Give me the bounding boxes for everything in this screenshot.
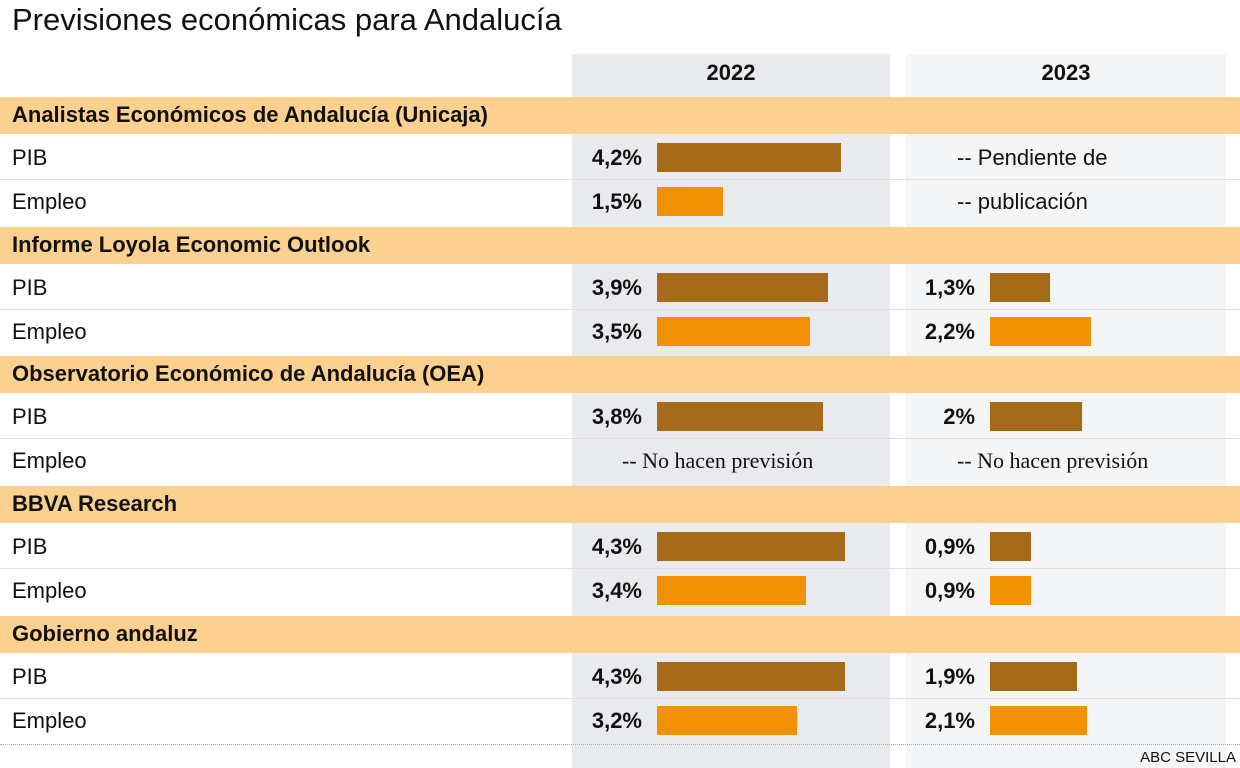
empleo-bar [990, 705, 1087, 735]
row-label: PIB [12, 274, 48, 300]
section-title: BBVA Research [12, 491, 178, 517]
value-label: 0,9% [924, 578, 975, 604]
row-label: PIB [12, 663, 48, 689]
pib-bar [657, 661, 846, 691]
table-row: Empleo -- No hacen previsión -- No hacen p… [0, 439, 1240, 482]
value-label: 0,9% [924, 534, 975, 560]
value-label: 1,5% [591, 189, 642, 214]
empleo-bar [990, 316, 1092, 346]
row-divider [0, 438, 1240, 440]
value-label: 3,9% [591, 274, 642, 300]
row-label: Empleo [12, 318, 87, 344]
value-label: 3,8% [591, 404, 642, 430]
pib-bar [657, 272, 828, 302]
section-title: Gobierno andaluz [12, 620, 198, 646]
pib-bar [990, 661, 1078, 691]
empleo-bar [657, 576, 806, 606]
note-text: -- No hacen previsión [957, 448, 1149, 474]
value-label: 3,5% [591, 318, 642, 344]
value-label: 4,3% [591, 663, 642, 689]
section-band: Analistas Económicos de Andalucía (Unica… [0, 97, 1240, 134]
chart-title: Previsiones económicas para Andalucía [12, 2, 562, 37]
value-label: 4,2% [591, 145, 642, 170]
note-text: -- No hacen previsión [622, 448, 814, 474]
table-row: PIB 4,3% 1,9% [0, 655, 1240, 698]
row-divider [0, 179, 1240, 180]
pib-bar [657, 143, 841, 172]
row-label: Empleo [12, 578, 87, 604]
pib-bar [657, 402, 824, 432]
empleo-bar [657, 316, 811, 346]
pib-bar [990, 402, 1082, 432]
value-label: 1,3% [924, 274, 975, 300]
value-label: 3,4% [591, 578, 642, 604]
row-label: PIB [12, 404, 48, 430]
empleo-bar [990, 576, 1032, 606]
section-band: Observatorio Económico de Andalucía (OEA… [0, 356, 1240, 394]
value-label: 3,2% [591, 707, 642, 733]
pib-bar [990, 532, 1032, 562]
table-row: PIB 4,3% 0,9% [0, 525, 1240, 568]
section-band: Informe Loyola Economic Outlook [0, 226, 1240, 264]
section-title: Informe Loyola Economic Outlook [12, 231, 371, 257]
row-divider [0, 308, 1240, 310]
value-label: 2% [943, 404, 975, 430]
table-row: PIB 4,2% -- Pendiente de [0, 136, 1240, 179]
value-label: 4,3% [591, 534, 642, 560]
row-label: Empleo [12, 448, 87, 474]
pib-bar [657, 532, 846, 562]
row-label: Empleo [12, 189, 87, 214]
column-header-2022: 2022 [706, 60, 756, 85]
section-title: Observatorio Económico de Andalucía (OEA… [12, 361, 485, 387]
table-row: PIB 3,9% 1,3% [0, 266, 1240, 309]
row-label: Empleo [12, 707, 87, 733]
empleo-bar [657, 705, 798, 735]
table-row: Empleo 3,5% 2,2% [0, 310, 1240, 353]
section-band: Gobierno andaluz [0, 615, 1240, 653]
section-title: Analistas Económicos de Andalucía (Unica… [12, 102, 488, 127]
row-divider [0, 697, 1240, 699]
table-row: Empleo 3,4% 0,9% [0, 569, 1240, 612]
table-row: PIB 3,8% 2% [0, 395, 1240, 438]
value-label: 2,2% [924, 318, 975, 344]
section-band: BBVA Research [0, 486, 1240, 524]
table-row: Empleo 3,2% 2,1% [0, 699, 1240, 742]
row-label: PIB [12, 534, 48, 560]
note-text: -- publicación [957, 189, 1088, 214]
empleo-bar [657, 187, 723, 216]
source-credit: ABC SEVILLA [1140, 749, 1236, 766]
note-text: -- Pendiente de [957, 145, 1108, 170]
table-row: Empleo 1,5% -- publicación [0, 180, 1240, 223]
footer-divider [0, 744, 1240, 745]
row-divider [0, 568, 1240, 570]
pib-bar [990, 272, 1050, 302]
column-header-2023: 2023 [1041, 60, 1091, 85]
row-label: PIB [12, 145, 48, 170]
value-label: 2,1% [924, 707, 975, 733]
value-label: 1,9% [924, 663, 975, 689]
